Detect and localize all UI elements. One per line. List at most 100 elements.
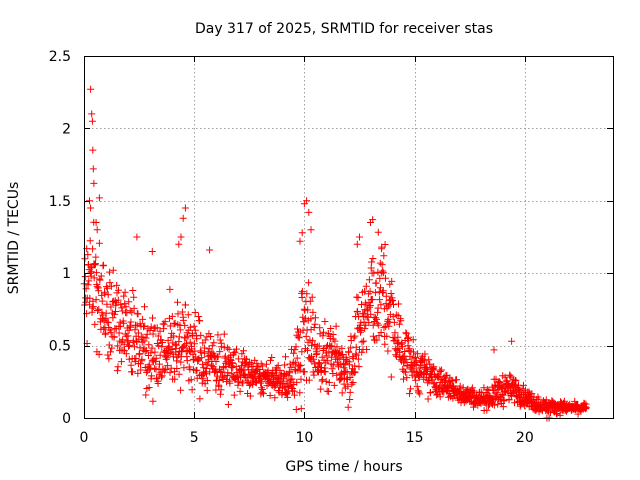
- data-point: [309, 308, 317, 316]
- data-point: [141, 347, 149, 355]
- data-point: [384, 347, 392, 355]
- data-point: [379, 267, 387, 275]
- data-point: [397, 317, 405, 325]
- data-point: [291, 346, 299, 354]
- x-tick-label: 10: [296, 430, 314, 446]
- data-point: [389, 313, 397, 321]
- data-point: [345, 361, 353, 369]
- data-point: [152, 357, 160, 365]
- data-point: [214, 353, 222, 361]
- data-point: [309, 337, 317, 345]
- y-tick-label: 1: [62, 266, 71, 282]
- data-point: [415, 388, 423, 396]
- data-point: [419, 355, 427, 363]
- data-point: [532, 407, 540, 415]
- data-point: [297, 361, 305, 369]
- data-point: [281, 361, 289, 369]
- data-point: [92, 269, 100, 277]
- data-point: [130, 304, 138, 312]
- data-point: [385, 302, 393, 310]
- data-point: [145, 384, 153, 391]
- data-point: [266, 392, 274, 399]
- data-point: [368, 296, 376, 304]
- data-point: [470, 387, 478, 395]
- data-point: [257, 379, 265, 387]
- data-point: [155, 342, 163, 350]
- data-point: [229, 363, 237, 371]
- data-point: [228, 370, 236, 378]
- data-point: [178, 308, 186, 316]
- data-point: [146, 365, 154, 373]
- data-point: [149, 330, 157, 338]
- data-point: [201, 336, 209, 344]
- data-point: [198, 379, 206, 387]
- data-point: [369, 216, 377, 224]
- data-point: [246, 381, 254, 389]
- data-point: [411, 353, 419, 361]
- data-point: [92, 219, 100, 226]
- data-point: [425, 356, 433, 364]
- data-point: [325, 379, 333, 386]
- data-point: [116, 322, 124, 330]
- y-tick-label: 2.5: [49, 49, 71, 65]
- data-point: [129, 368, 136, 376]
- tick-labels: 0 5 10 15 20 0 0.5 1 1.5 2 2.5: [49, 49, 534, 446]
- data-point: [456, 382, 464, 390]
- data-point: [387, 373, 395, 381]
- data-point: [382, 274, 389, 282]
- data-point: [91, 320, 99, 328]
- data-point: [380, 269, 388, 277]
- data-point: [518, 385, 526, 393]
- data-point: [365, 276, 373, 284]
- data-point: [371, 289, 379, 297]
- data-point: [158, 372, 166, 380]
- data-point: [320, 345, 328, 352]
- data-point: [318, 353, 326, 361]
- data-point: [267, 356, 274, 364]
- data-point: [344, 403, 352, 411]
- data-point: [170, 332, 178, 340]
- data-point: [351, 362, 359, 370]
- data-point: [153, 374, 161, 382]
- data-point: [161, 318, 169, 326]
- data-point: [143, 368, 151, 376]
- data-point: [127, 318, 135, 326]
- data-point: [86, 237, 94, 245]
- data-point: [190, 322, 198, 330]
- data-point: [106, 268, 114, 276]
- data-point: [293, 378, 301, 386]
- data-point: [216, 348, 224, 356]
- data-point: [433, 372, 441, 380]
- data-point: [196, 317, 204, 325]
- data-point: [87, 85, 95, 93]
- data-point: [181, 341, 189, 349]
- data-point: [316, 360, 323, 368]
- data-point: [174, 298, 181, 306]
- data-point: [304, 306, 312, 314]
- data-point: [156, 351, 164, 359]
- data-point: [322, 377, 330, 385]
- data-point: [224, 369, 232, 377]
- data-point: [165, 342, 173, 350]
- data-point: [89, 303, 97, 311]
- data-point: [345, 348, 353, 356]
- data-point: [582, 404, 590, 412]
- data-point: [342, 353, 350, 361]
- data-point: [212, 367, 219, 375]
- data-point: [259, 362, 267, 370]
- data-point: [303, 290, 311, 298]
- data-point: [416, 390, 424, 398]
- data-point: [171, 375, 179, 383]
- data-point: [133, 321, 141, 329]
- data-point: [405, 333, 412, 341]
- data-point: [114, 342, 122, 350]
- data-point: [186, 323, 194, 331]
- data-point: [87, 204, 95, 212]
- data-point: [216, 336, 224, 344]
- data-point: [369, 332, 377, 340]
- data-point: [96, 276, 104, 284]
- data-point: [376, 259, 384, 267]
- data-point: [138, 355, 146, 363]
- data-point: [126, 341, 134, 349]
- data-point: [382, 292, 390, 300]
